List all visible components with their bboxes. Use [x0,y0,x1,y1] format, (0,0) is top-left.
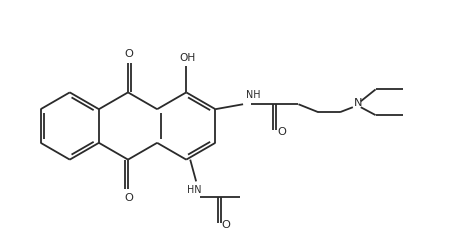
Text: HN: HN [187,185,202,195]
Text: N: N [354,98,362,108]
Text: OH: OH [179,53,196,63]
Text: O: O [277,127,286,137]
Text: O: O [221,220,230,230]
Text: NH: NH [246,90,261,100]
Text: O: O [125,193,133,203]
Text: O: O [125,49,133,59]
